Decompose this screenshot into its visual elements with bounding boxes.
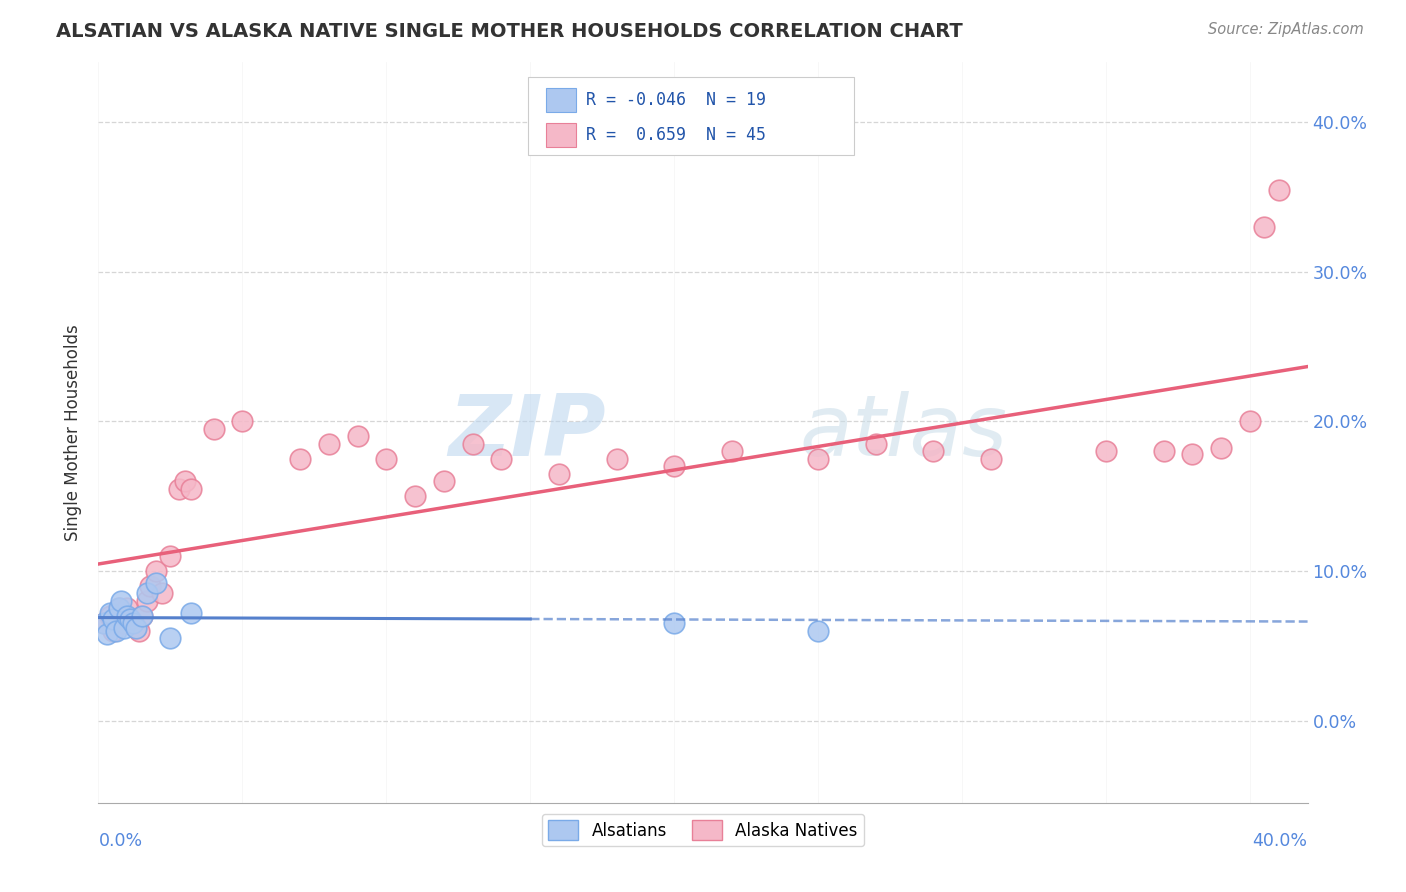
Point <box>167 482 190 496</box>
Point <box>807 451 830 466</box>
Bar <box>546 123 576 147</box>
Point <box>101 624 124 638</box>
Point <box>491 451 513 466</box>
Point <box>433 474 456 488</box>
Point <box>107 601 129 615</box>
Legend: Alsatians, Alaska Natives: Alsatians, Alaska Natives <box>541 814 865 847</box>
Point <box>115 608 138 623</box>
Point <box>231 414 253 428</box>
Bar <box>546 88 576 112</box>
Point <box>112 616 135 631</box>
Point <box>104 624 127 638</box>
Point <box>136 594 159 608</box>
Point <box>110 594 132 608</box>
Text: 0.0%: 0.0% <box>98 832 142 850</box>
Point <box>922 444 945 458</box>
Point <box>865 437 887 451</box>
Point <box>1268 183 1291 197</box>
Point <box>159 632 181 646</box>
Point <box>606 451 628 466</box>
Point <box>125 621 148 635</box>
Point <box>145 564 167 578</box>
Point <box>1095 444 1118 458</box>
Text: Source: ZipAtlas.com: Source: ZipAtlas.com <box>1208 22 1364 37</box>
Point <box>101 612 124 626</box>
Point <box>1253 219 1275 234</box>
Point <box>125 621 148 635</box>
Point <box>288 451 311 466</box>
Point <box>1211 442 1233 456</box>
Point <box>346 429 368 443</box>
Point <box>122 616 145 631</box>
Text: 40.0%: 40.0% <box>1253 832 1308 850</box>
Point <box>98 608 121 623</box>
Point <box>159 549 181 563</box>
Point <box>1181 447 1204 461</box>
Point <box>461 437 484 451</box>
Point <box>145 576 167 591</box>
Point <box>115 601 138 615</box>
Point <box>122 616 145 631</box>
Point <box>180 482 202 496</box>
Point <box>107 601 129 615</box>
Point <box>180 606 202 620</box>
FancyBboxPatch shape <box>527 78 855 155</box>
Point <box>664 459 686 474</box>
Point <box>548 467 571 481</box>
Text: R = -0.046  N = 19: R = -0.046 N = 19 <box>586 91 766 109</box>
Point <box>1239 414 1261 428</box>
Text: R =  0.659  N = 45: R = 0.659 N = 45 <box>586 126 766 145</box>
Point <box>375 451 398 466</box>
Point <box>1153 444 1175 458</box>
Point <box>128 624 150 638</box>
Point <box>404 489 426 503</box>
Point <box>131 608 153 623</box>
Point <box>980 451 1002 466</box>
Point <box>807 624 830 638</box>
Text: atlas: atlas <box>800 391 1008 475</box>
Point <box>96 627 118 641</box>
Point <box>136 586 159 600</box>
Point <box>202 422 225 436</box>
Point <box>120 612 142 626</box>
Point <box>110 612 132 626</box>
Y-axis label: Single Mother Households: Single Mother Households <box>65 325 83 541</box>
Point <box>318 437 340 451</box>
Text: ZIP: ZIP <box>449 391 606 475</box>
Point <box>93 616 115 631</box>
Point <box>150 586 173 600</box>
Point <box>93 616 115 631</box>
Text: ALSATIAN VS ALASKA NATIVE SINGLE MOTHER HOUSEHOLDS CORRELATION CHART: ALSATIAN VS ALASKA NATIVE SINGLE MOTHER … <box>56 22 963 41</box>
Point <box>120 612 142 626</box>
Point <box>173 474 195 488</box>
Point <box>720 444 742 458</box>
Point <box>112 621 135 635</box>
Point <box>131 608 153 623</box>
Point <box>139 579 162 593</box>
Point <box>664 616 686 631</box>
Point <box>98 606 121 620</box>
